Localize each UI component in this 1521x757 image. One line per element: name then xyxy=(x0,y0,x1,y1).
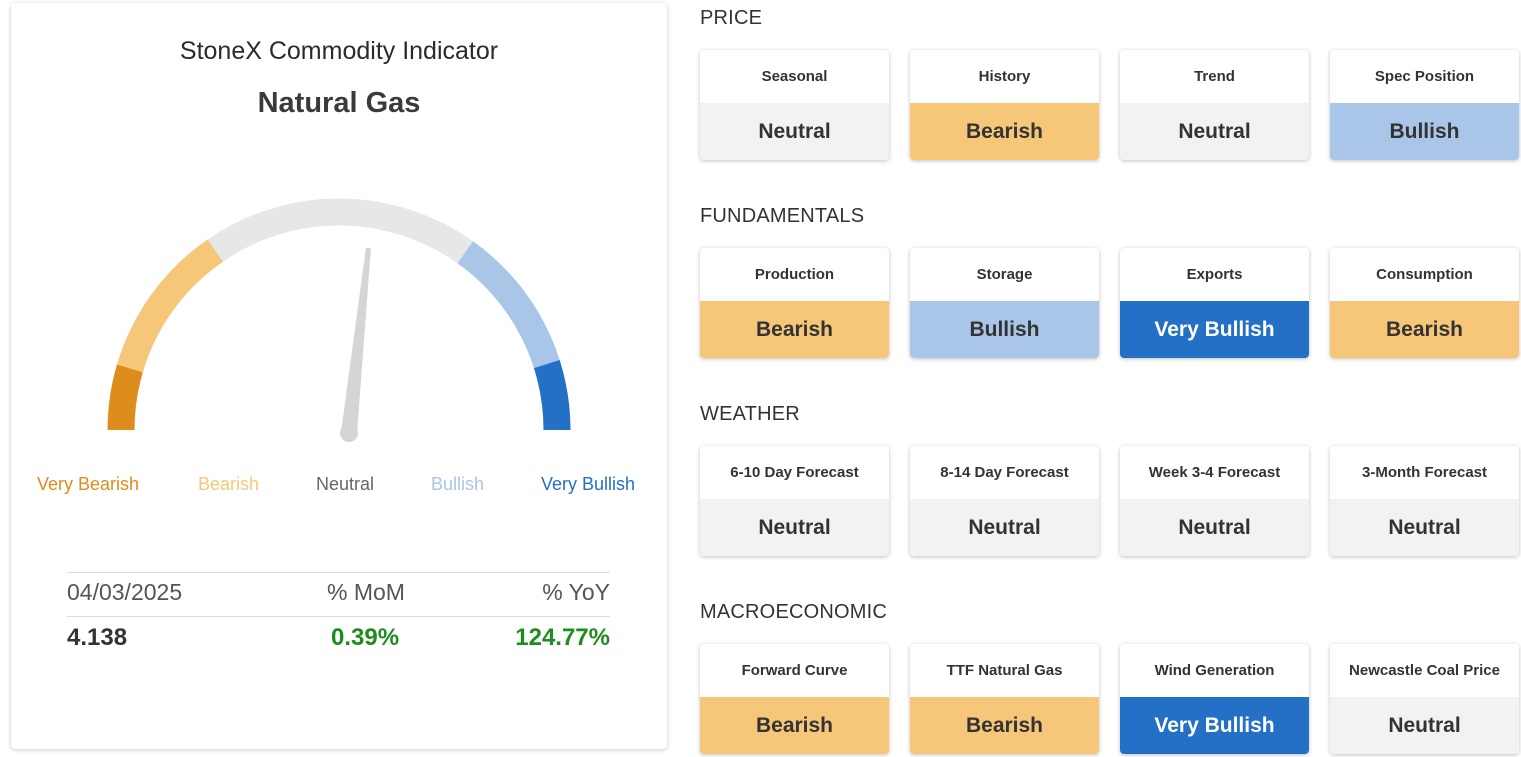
section-title-weather: WEATHER xyxy=(700,403,800,425)
indicator-tile-wind-generation[interactable]: Wind Generation Very Bullish xyxy=(1120,644,1309,754)
indicator-gauge-card: StoneX Commodity Indicator Natural Gas V… xyxy=(11,3,667,749)
section-title-price: PRICE xyxy=(700,7,763,29)
gauge-label-very-bullish: Very Bullish xyxy=(541,474,636,494)
stats-mom-value: 0.39% xyxy=(331,624,400,651)
gauge-label-neutral: Neutral xyxy=(316,474,375,494)
indicator-signal: Neutral xyxy=(1330,697,1519,754)
indicator-label: Storage xyxy=(976,265,1033,283)
indicator-tile-history[interactable]: History Bearish xyxy=(910,50,1099,160)
section-title-macroeconomic: MACROECONOMIC xyxy=(700,601,888,623)
indicator-tile-seasonal[interactable]: Seasonal Neutral xyxy=(700,50,889,160)
indicator-signal: Neutral xyxy=(700,103,889,160)
gauge-arc-very-bullish xyxy=(533,360,571,431)
stats-divider-mid xyxy=(67,616,610,617)
gauge-arc-bearish xyxy=(116,238,225,373)
indicator-tile-3-month-forecast[interactable]: 3-Month Forecast Neutral xyxy=(1330,446,1519,556)
indicator-signal: Bullish xyxy=(1330,103,1519,160)
indicator-signal: Bearish xyxy=(910,103,1099,160)
indicator-tile-forward-curve[interactable]: Forward Curve Bearish xyxy=(700,644,889,754)
indicator-tile-storage[interactable]: Storage Bullish xyxy=(910,248,1099,358)
indicator-signal: Neutral xyxy=(700,499,889,556)
indicator-label: Forward Curve xyxy=(741,661,848,679)
indicator-label: History xyxy=(978,67,1031,85)
indicator-label: TTF Natural Gas xyxy=(946,661,1063,679)
commodity-name: Natural Gas xyxy=(257,87,421,119)
indicator-signal: Neutral xyxy=(1330,499,1519,556)
indicator-tile-8-14-day-forecast[interactable]: 8-14 Day Forecast Neutral xyxy=(910,446,1099,556)
indicator-signal: Bearish xyxy=(1330,301,1519,358)
gauge-title: StoneX Commodity Indicator xyxy=(179,37,499,65)
indicator-label: 3-Month Forecast xyxy=(1361,463,1487,481)
indicator-signal: Neutral xyxy=(910,499,1099,556)
indicator-label: Newcastle Coal Price xyxy=(1349,661,1500,679)
stats-divider-top xyxy=(67,572,610,573)
gauge-needle xyxy=(341,247,371,434)
indicator-signal: Bearish xyxy=(700,697,889,754)
indicator-signal: Bearish xyxy=(910,697,1099,754)
stats-price-value: 4.138 xyxy=(67,624,128,651)
indicator-tile-week-3-4-forecast[interactable]: Week 3-4 Forecast Neutral xyxy=(1120,446,1309,556)
indicator-signal: Very Bullish xyxy=(1120,301,1309,358)
indicator-tile-spec-position[interactable]: Spec Position Bullish xyxy=(1330,50,1519,160)
gauge-arc-very-bearish xyxy=(107,362,144,431)
indicator-signal: Bullish xyxy=(910,301,1099,358)
indicator-tile-trend[interactable]: Trend Neutral xyxy=(1120,50,1309,160)
stats-date: 04/03/2025 xyxy=(67,579,183,605)
gauge-dial xyxy=(107,198,571,442)
gauge-label-bearish: Bearish xyxy=(198,474,260,494)
indicator-signal: Very Bullish xyxy=(1120,697,1309,754)
indicator-label: Wind Generation xyxy=(1154,661,1275,679)
indicator-signal: Neutral xyxy=(1120,499,1309,556)
stats-yoy-header: % YoY xyxy=(542,579,610,605)
indicator-tile-newcastle-coal-price[interactable]: Newcastle Coal Price Neutral xyxy=(1330,644,1519,754)
indicator-label: Seasonal xyxy=(761,67,828,85)
indicator-label: Spec Position xyxy=(1374,67,1475,85)
stats-yoy-value: 124.77% xyxy=(515,624,610,651)
indicator-tile-consumption[interactable]: Consumption Bearish xyxy=(1330,248,1519,358)
indicator-tile-ttf-natural-gas[interactable]: TTF Natural Gas Bearish xyxy=(910,644,1099,754)
gauge-label-bullish: Bullish xyxy=(431,474,485,494)
indicator-label: Exports xyxy=(1186,265,1243,283)
indicator-signal: Bearish xyxy=(700,301,889,358)
indicator-tile-production[interactable]: Production Bearish xyxy=(700,248,889,358)
gauge-arc-bullish xyxy=(457,241,561,371)
indicator-label: 6-10 Day Forecast xyxy=(730,463,859,481)
stats-mom-header: % MoM xyxy=(327,579,405,605)
indicator-signal: Neutral xyxy=(1120,103,1309,160)
indicator-label: Trend xyxy=(1194,67,1235,85)
indicator-tile-6-10-day-forecast[interactable]: 6-10 Day Forecast Neutral xyxy=(700,446,889,556)
indicator-tile-exports[interactable]: Exports Very Bullish xyxy=(1120,248,1309,358)
section-title-fundamentals: FUNDAMENTALS xyxy=(700,205,865,227)
gauge-arc-neutral xyxy=(207,198,476,265)
gauge-label-very-bearish: Very Bearish xyxy=(37,474,140,494)
gauge-needle-pivot xyxy=(340,424,358,442)
indicator-label: Consumption xyxy=(1376,265,1473,283)
indicator-label: Production xyxy=(754,265,835,283)
indicator-label: Week 3-4 Forecast xyxy=(1148,463,1281,481)
indicator-label: 8-14 Day Forecast xyxy=(940,463,1069,481)
